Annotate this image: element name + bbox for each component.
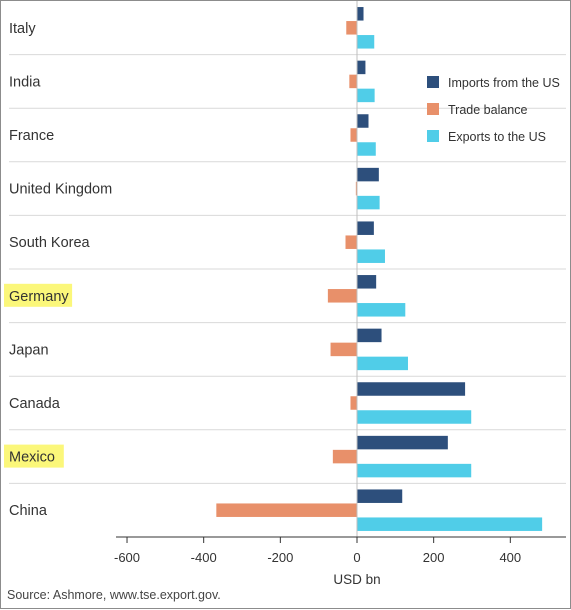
category-label-mexico: Mexico [9,450,55,466]
x-axis-title: USD bn [333,572,380,587]
bar-trade-balance-south-korea [345,235,357,249]
bars [216,7,543,531]
category-label-india: India [9,74,41,90]
category-label-germany: Germany [9,289,69,305]
bar-trade-balance-germany [327,289,357,303]
bar-trade-balance-france [350,128,357,142]
bar-trade-balance-mexico [332,449,357,464]
bar-imports-from-the-us-japan [357,328,382,343]
category-label-united-kingdom: United Kingdom [9,182,112,198]
bar-exports-to-the-us-japan [357,356,408,371]
bar-trade-balance-japan [330,342,357,357]
bar-imports-from-the-us-india [357,60,366,75]
x-tick-label: 400 [499,550,521,565]
x-tick-label: -400 [191,550,217,565]
bar-imports-from-the-us-mexico [357,435,448,450]
bar-exports-to-the-us-canada [357,410,472,424]
x-axis: -600 -400 -200 0 200 400 USD bn [114,1,566,587]
legend: Imports from the US Trade balance Exports … [427,76,560,144]
category-label-south-korea: South Korea [9,235,91,251]
bar-imports-from-the-us-south-korea [357,221,374,235]
bar-imports-from-the-us-germany [357,275,377,289]
bar-trade-balance-italy [346,21,357,35]
bar-trade-balance-india [349,74,357,89]
bar-trade-balance-china [216,503,357,517]
bar-exports-to-the-us-mexico [357,463,472,478]
bar-exports-to-the-us-france [357,142,376,156]
highlight-germany [4,283,73,307]
bar-exports-to-the-us-italy [357,35,375,49]
category-label-italy: Italy [9,21,36,37]
bar-imports-from-the-us-china [357,489,403,503]
bar-exports-to-the-us-united-kingdom [357,195,380,210]
x-tick-label: 200 [423,550,445,565]
bar-exports-to-the-us-india [357,88,375,103]
bar-trade-balance-canada [350,396,357,410]
grid-layer [9,54,566,484]
bar-exports-to-the-us-china [357,517,543,531]
legend-swatch-imports-from-the-us [427,76,439,88]
category-label-canada: Canada [9,396,61,412]
legend-label-trade-balance: Trade balance [448,103,527,117]
legend-label-imports-from-the-us: Imports from the US [448,76,560,90]
x-tick-label: -600 [114,550,140,565]
x-tick-label: 0 [353,550,360,565]
bar-imports-from-the-us-france [357,114,369,128]
legend-label-exports-to-the-us: Exports to the US [448,130,546,144]
legend-swatch-exports-to-the-us [427,130,439,142]
highlight-layer [4,283,73,468]
highlight-mexico [4,444,64,468]
bar-imports-from-the-us-canada [357,382,466,396]
x-tick-label: -200 [267,550,293,565]
bar-imports-from-the-us-italy [357,7,364,21]
bar-exports-to-the-us-south-korea [357,249,385,263]
category-label-japan: Japan [9,342,49,358]
bar-exports-to-the-us-germany [357,303,406,317]
category-labels: Italy India France United Kingdom South Kore… [9,21,112,519]
category-label-france: France [9,128,54,144]
source-note: Source: Ashmore, www.tse.export.gov. [7,588,221,602]
category-label-china: China [9,503,48,519]
bar-imports-from-the-us-united-kingdom [357,167,379,182]
legend-swatch-trade-balance [427,103,439,115]
bar-trade-balance-united-kingdom [355,181,357,196]
